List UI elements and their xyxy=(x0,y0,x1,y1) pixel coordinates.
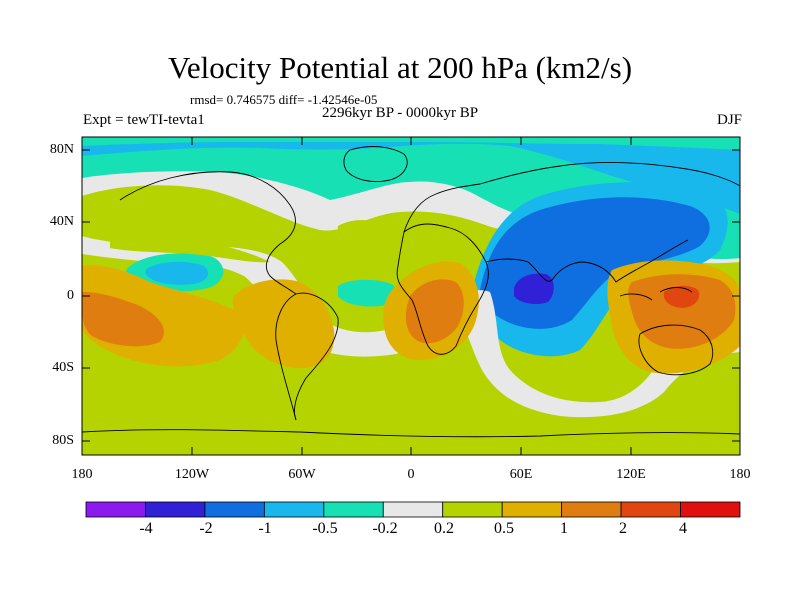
contour-field xyxy=(82,137,740,455)
lat-label-40n: 40N xyxy=(49,214,74,229)
colorbar-box xyxy=(85,501,146,518)
colorbar-box xyxy=(382,501,444,518)
contour-orange-eastpacific xyxy=(82,292,164,347)
contour-green-tropical-west xyxy=(110,233,270,263)
colorbar-box xyxy=(501,501,563,518)
contour-lightblue-north xyxy=(82,137,740,214)
coast-antarctica xyxy=(82,429,740,438)
colorbar-box xyxy=(442,501,503,518)
colorbar-label: 2 xyxy=(619,520,627,537)
experiment-label: Expt = tewTI-tevta1 xyxy=(83,112,205,128)
colorbar-label: -4 xyxy=(139,520,153,537)
period-label: 2296kyr BP - 0000kyr BP xyxy=(321,105,479,121)
contour-orange-africa xyxy=(405,279,464,344)
lon-ticks xyxy=(191,137,632,455)
colorbar-box xyxy=(620,501,681,518)
coast-north-america xyxy=(119,171,297,295)
colorbar-label: 1 xyxy=(560,520,568,537)
plot-title: Velocity Potential at 200 hPa (km2/s) xyxy=(167,50,633,85)
lat-label-0: 0 xyxy=(67,288,74,303)
lat-label-80s: 80S xyxy=(52,433,74,448)
colorbar-label: -0.5 xyxy=(312,520,338,537)
colorbar-label: 4 xyxy=(679,520,687,537)
colorbar-label: -2 xyxy=(199,520,213,537)
contour-teal-arctic xyxy=(82,137,740,150)
lon-label-180w: 180 xyxy=(71,467,93,482)
stats-line: rmsd= 0.746575 diff= -1.42546e-05 xyxy=(190,92,378,107)
colorbar-label: -1 xyxy=(258,520,272,537)
lon-label-180e: 180 xyxy=(729,467,751,482)
lat-label-40s: 40S xyxy=(52,360,74,375)
coast-greenland xyxy=(343,146,408,182)
coastlines xyxy=(82,146,740,438)
lon-label-120e: 120E xyxy=(616,467,646,482)
contour-gold-southamerica xyxy=(232,279,335,369)
coast-africa xyxy=(396,223,489,355)
colorbar-label: -0.2 xyxy=(372,520,398,537)
colorbar-box xyxy=(561,501,622,518)
colorbar-label: 0.5 xyxy=(494,520,514,537)
contour-darkblue-indian xyxy=(514,273,554,304)
colorbar-box xyxy=(263,501,325,518)
lon-label-60e: 60E xyxy=(509,467,533,482)
lon-label-120w: 120W xyxy=(174,467,210,482)
coast-eurasia-north xyxy=(403,161,740,233)
contour-green-northatlantic xyxy=(337,220,385,244)
coast-australia xyxy=(638,324,714,376)
lat-ticks xyxy=(82,149,740,442)
contour-green-atlantic-north xyxy=(318,247,414,294)
colorbar-box xyxy=(680,501,741,518)
colorbar-box xyxy=(204,501,265,518)
coast-indonesia xyxy=(619,287,693,301)
colorbar-label: 0.2 xyxy=(434,520,454,537)
season-label: DJF xyxy=(716,112,742,128)
coast-south-america-east xyxy=(294,292,339,421)
contour-lightblue-pacific xyxy=(145,261,209,285)
contour-orange-westpacific xyxy=(628,274,736,349)
coast-south-america-west xyxy=(275,293,297,421)
coast-south-asia xyxy=(485,239,689,283)
lat-label-80n: 80N xyxy=(49,142,74,157)
colorbar-box xyxy=(145,501,206,518)
contour-teal-atlantic xyxy=(338,279,397,307)
lon-label-0: 0 xyxy=(407,467,415,482)
colorbar-box xyxy=(323,501,384,518)
lon-label-60w: 60W xyxy=(288,467,316,482)
colorbar xyxy=(85,501,741,518)
